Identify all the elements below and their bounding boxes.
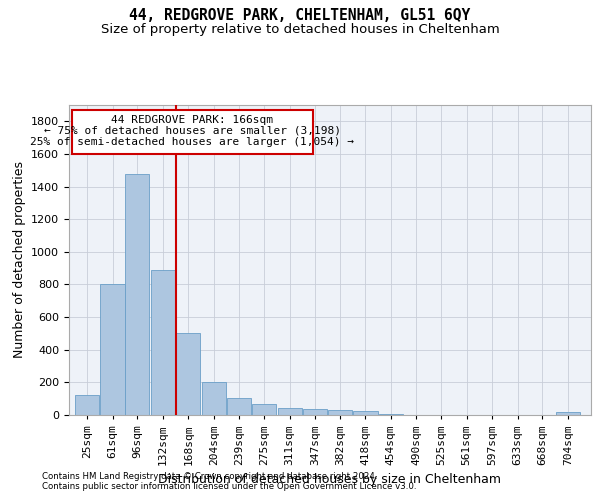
- Text: Size of property relative to detached houses in Cheltenham: Size of property relative to detached ho…: [101, 22, 499, 36]
- Text: 44 REDGROVE PARK: 166sqm: 44 REDGROVE PARK: 166sqm: [111, 115, 273, 125]
- Bar: [353, 411, 377, 415]
- Bar: [176, 334, 200, 415]
- Bar: [303, 410, 327, 415]
- Bar: [379, 414, 403, 415]
- Text: ← 75% of detached houses are smaller (3,198): ← 75% of detached houses are smaller (3,…: [44, 126, 341, 136]
- Y-axis label: Number of detached properties: Number of detached properties: [13, 162, 26, 358]
- Text: Contains HM Land Registry data © Crown copyright and database right 2024.: Contains HM Land Registry data © Crown c…: [42, 472, 377, 481]
- Bar: [556, 412, 580, 415]
- Bar: [75, 394, 99, 415]
- Text: 25% of semi-detached houses are larger (1,054) →: 25% of semi-detached houses are larger (…: [30, 137, 354, 147]
- Bar: [328, 410, 352, 415]
- Bar: [227, 398, 251, 415]
- Text: Contains public sector information licensed under the Open Government Licence v3: Contains public sector information licen…: [42, 482, 416, 491]
- Bar: [125, 174, 149, 415]
- Bar: [72, 110, 313, 154]
- Bar: [151, 270, 175, 415]
- Bar: [278, 408, 302, 415]
- Bar: [100, 284, 125, 415]
- Bar: [202, 382, 226, 415]
- X-axis label: Distribution of detached houses by size in Cheltenham: Distribution of detached houses by size …: [158, 473, 502, 486]
- Text: 44, REDGROVE PARK, CHELTENHAM, GL51 6QY: 44, REDGROVE PARK, CHELTENHAM, GL51 6QY: [130, 8, 470, 22]
- Bar: [252, 404, 276, 415]
